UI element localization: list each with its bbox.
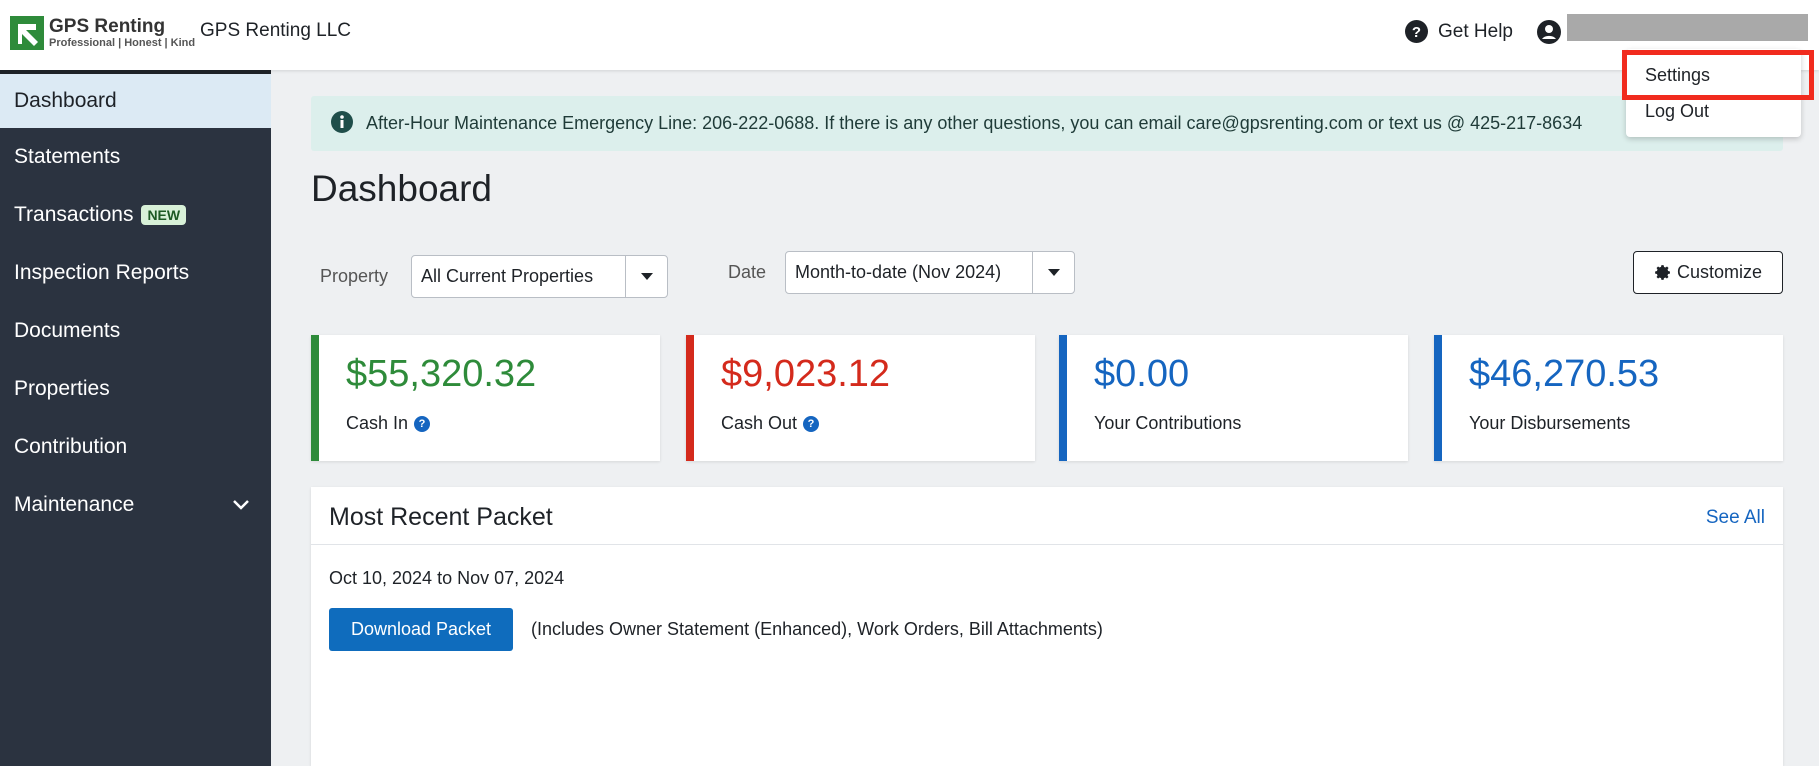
stat-value: $46,270.53 (1469, 353, 1660, 395)
nav-item[interactable]: Dashboard (0, 70, 271, 128)
customize-button[interactable]: Customize (1633, 251, 1783, 294)
chevron (233, 500, 249, 510)
divider (311, 544, 1783, 545)
user-menu: Settings Log Out (1626, 49, 1801, 137)
stat-label: Cash Out? (721, 413, 820, 434)
stat-card: $0.00 Your Contributions (1059, 335, 1408, 461)
highlight-box (1622, 50, 1814, 100)
nav-item[interactable]: Properties (0, 360, 271, 418)
menu-item[interactable]: Settings (1645, 65, 1711, 85)
banner: After-Hour Maintenance Emergency Line: 2… (311, 96, 1783, 151)
help-icon: ? (414, 415, 431, 432)
nav-label: Transactions (14, 203, 134, 226)
property-value: All Current Properties (421, 266, 594, 286)
property-label: Property (320, 266, 389, 286)
date-select[interactable]: Month-to-date (Nov 2024) (785, 251, 1075, 294)
stat-label-text: Cash Out (721, 413, 798, 433)
brand: GPS Renting (49, 16, 166, 37)
date-label: Date (728, 262, 767, 282)
nav-item[interactable]: Transactions NEW (0, 186, 271, 244)
nav-label: Maintenance (14, 493, 135, 516)
sidebar: Dashboard Statements Transactions NEW Inspec… (0, 70, 271, 766)
redacted-user (1567, 14, 1808, 41)
svg-text:?: ? (1412, 24, 1421, 41)
packet-title: Most Recent Packet (329, 503, 553, 531)
tagline: Professional | Honest | Kind (49, 37, 196, 49)
stat-card: $9,023.12 Cash Out? (686, 335, 1035, 461)
page-title: Dashboard (311, 168, 493, 209)
caret (625, 256, 667, 297)
see-all[interactable]: See All (1705, 507, 1765, 528)
nav-label: Documents (14, 319, 121, 342)
stat-label-text: Cash In (346, 413, 409, 433)
stat-value: $9,023.12 (721, 353, 891, 395)
nav-item[interactable]: Contribution (0, 418, 271, 476)
nav-label: Inspection Reports (14, 261, 190, 284)
company: GPS Renting LLC (200, 20, 352, 41)
stat-label: Your Contributions (1094, 413, 1241, 434)
download-button[interactable]: Download Packet (329, 608, 513, 651)
user-icon[interactable] (1537, 20, 1561, 44)
nav-label: Statements (14, 145, 121, 168)
date-value: Month-to-date (Nov 2024) (795, 262, 1002, 282)
property-select[interactable]: All Current Properties (411, 255, 668, 298)
stat-label: Cash In? (346, 413, 431, 434)
stat-value: $0.00 (1094, 353, 1190, 395)
stat-label: Your Disbursements (1469, 413, 1630, 434)
stat-label-text: Your Disbursements (1469, 413, 1631, 433)
get-help[interactable]: Get Help (1438, 21, 1513, 42)
nav-label: Contribution (14, 435, 128, 458)
top-bar: GPS Renting Professional | Honest | Kind… (0, 0, 1819, 70)
stat-label-text: Your Contributions (1094, 413, 1242, 433)
nav-item[interactable]: Maintenance (0, 476, 271, 534)
nav-item[interactable]: Inspection Reports (0, 244, 271, 302)
help-icon: ? (803, 415, 820, 432)
stat-card: $55,320.32 Cash In? (311, 335, 660, 461)
nav-label: Dashboard (14, 89, 117, 112)
nav-label: Properties (14, 377, 110, 400)
logo-icon (10, 16, 44, 50)
customize-text: Customize (1676, 262, 1763, 282)
stat-card: $46,270.53 Your Disbursements (1434, 335, 1783, 461)
info-icon (331, 111, 353, 133)
badge: NEW (141, 205, 187, 225)
menu-item[interactable]: Log Out (1645, 101, 1710, 121)
help-icon: ? (1405, 20, 1428, 43)
nav-item[interactable]: Statements (0, 128, 271, 186)
nav-item[interactable]: Documents (0, 302, 271, 360)
packet-panel: Most Recent Packet See All Oct 10, 2024 … (311, 487, 1783, 766)
banner-text: After-Hour Maintenance Emergency Line: 2… (366, 113, 1583, 133)
packet-note: (Includes Owner Statement (Enhanced), Wo… (531, 619, 1103, 639)
packet-range: Oct 10, 2024 to Nov 07, 2024 (329, 568, 565, 588)
stat-value: $55,320.32 (346, 353, 537, 395)
caret (1032, 252, 1074, 293)
